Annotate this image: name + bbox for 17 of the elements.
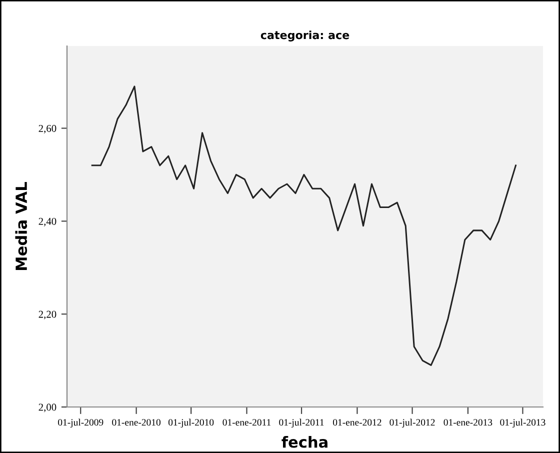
y-tick-label: 2,20 [38,310,56,320]
x-tick-label: 01-ene-2012 [333,419,382,426]
chart-title: categoria: ace [260,30,350,42]
x-tick-label: 01-ene-2010 [112,419,160,426]
y-tick-label: 2,40 [38,218,56,226]
x-axis-title: fecha [282,436,328,448]
line-series [91,86,517,366]
y-tick-label: 2,60 [38,124,56,134]
y-tick-label: 2,00 [38,404,56,412]
x-tick-label: 01-jul-2011 [279,418,324,428]
x-tick-label: 01-jul-2010 [168,418,214,428]
x-tick-label: 01-jul-2012 [390,418,435,428]
x-tick-label: 01-jul-2013 [500,418,546,428]
x-tick-label: 01-ene-2013 [444,419,492,426]
x-tick-label: 01-ene-2011 [222,419,271,426]
x-tick-label: 01-jul-2009 [58,418,104,428]
y-axis-title: Media VAL [15,182,28,270]
